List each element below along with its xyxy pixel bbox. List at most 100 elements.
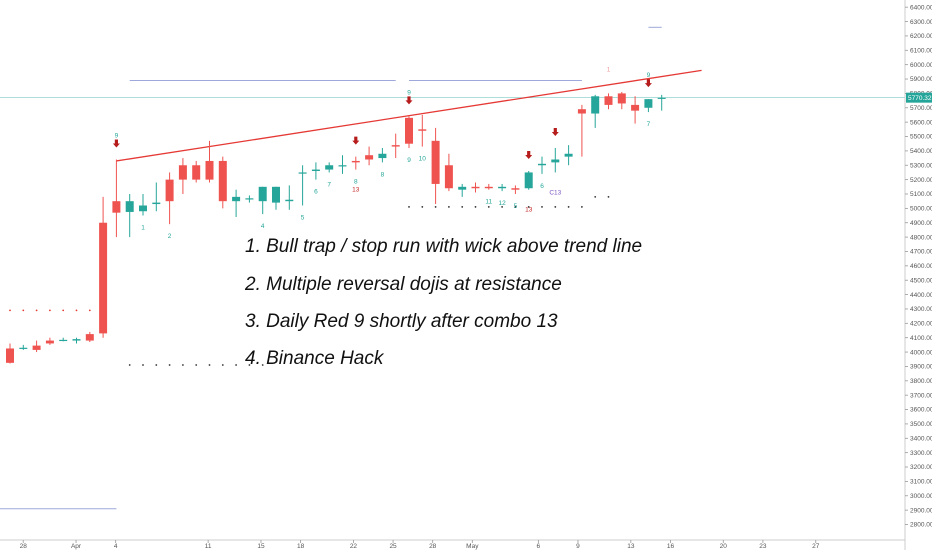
candle-body[interactable] (405, 117, 413, 144)
candle-body[interactable] (245, 198, 254, 200)
candle-body[interactable] (32, 345, 41, 350)
candle-body[interactable] (99, 222, 108, 334)
tdst-dot (501, 206, 503, 208)
tdst-dot (182, 364, 184, 366)
time-axis[interactable]: 28 Apr 4 11 15 18 22 25 28 May 6 9 13 16 20 23 27 (0, 539, 905, 550)
candle-body[interactable] (431, 140, 440, 184)
price-tick-label: 4000.00 (910, 349, 932, 356)
candle-body[interactable] (498, 186, 507, 189)
last-price-label: 5770.32 (908, 95, 932, 102)
candle-body[interactable] (458, 186, 467, 190)
time-tick-label: Apr (71, 543, 82, 550)
candle-body[interactable] (604, 96, 613, 105)
candle-body[interactable] (139, 205, 147, 212)
tdst-dot (421, 206, 424, 208)
candle-body[interactable] (538, 163, 546, 166)
td-count-below: 5 (514, 203, 518, 210)
candle-body[interactable] (391, 145, 400, 147)
candle-body[interactable] (631, 104, 640, 111)
sell-arrow-icon (352, 136, 360, 145)
candle-body[interactable] (418, 129, 427, 131)
candle-body[interactable] (564, 153, 573, 157)
tdst-dot (35, 309, 38, 312)
tdst-dot (434, 206, 437, 208)
candle-body[interactable] (365, 155, 374, 160)
candle-body[interactable] (524, 172, 533, 189)
tdst-dot (75, 309, 78, 312)
candle-body[interactable] (311, 169, 320, 172)
price-tick-label: 3900.00 (910, 364, 932, 371)
td-count-below: 7 (327, 181, 331, 188)
price-tick-label: 3700.00 (910, 392, 932, 399)
tdst-dot (49, 309, 51, 312)
candle-body[interactable] (285, 199, 294, 202)
td-count-below: 8 (354, 179, 358, 186)
candle-body[interactable] (484, 186, 493, 189)
candle-body[interactable] (85, 334, 94, 341)
td-count-above: 9 (647, 72, 651, 79)
price-tick-label: 3000.00 (910, 493, 932, 500)
tdst-dot (461, 206, 464, 208)
td-count-above: 9 (407, 89, 411, 96)
candle-body[interactable] (272, 186, 280, 203)
tdst-dot (208, 364, 211, 366)
tdst-dot (195, 364, 198, 366)
candle-body[interactable] (657, 97, 666, 99)
candle-body[interactable] (112, 201, 121, 213)
candle-body[interactable] (218, 160, 227, 202)
time-tick-label: May (466, 543, 479, 550)
tdst-dot (235, 364, 238, 366)
tdst-dot (128, 364, 131, 366)
candle-body[interactable] (551, 159, 560, 163)
tdst-dot (448, 206, 450, 208)
candle-body[interactable] (6, 348, 14, 363)
candle-body[interactable] (351, 160, 360, 163)
tdst-dot (567, 206, 570, 208)
candle-body[interactable] (617, 93, 626, 104)
candle-body[interactable] (125, 201, 134, 212)
candle-body[interactable] (178, 165, 187, 180)
candle-body[interactable] (72, 339, 81, 341)
candle-body[interactable] (205, 160, 214, 180)
candle-body[interactable] (258, 186, 267, 202)
time-tick-label: 28 (20, 543, 28, 550)
td-count-below: 4 (261, 223, 265, 230)
candle-body[interactable] (19, 347, 28, 349)
candle-body[interactable] (325, 165, 334, 170)
tdst-dot (527, 206, 530, 208)
candle-body[interactable] (45, 340, 54, 344)
candle-body[interactable] (165, 179, 174, 202)
sell-arrow-icon (405, 96, 413, 105)
candle-body[interactable] (644, 99, 653, 108)
td-combo-13: 13 (525, 207, 533, 214)
td-count-above: 9 (115, 133, 119, 140)
time-tick-label: 25 (389, 543, 397, 550)
candlestick-series[interactable] (6, 91, 666, 364)
sell-arrow-icon (644, 79, 652, 88)
td-combo-13: 13 (352, 187, 360, 194)
tdst-dot (88, 309, 91, 312)
price-axis[interactable]: 2800.00 2900.00 3000.00 3100.00 3200.00 3300.… (904, 0, 932, 550)
candle-body[interactable] (152, 202, 161, 205)
annotation-1: 1. Bull trap / stop run with wick above … (245, 236, 642, 257)
tdst-dot (474, 206, 477, 208)
candle-body[interactable] (298, 172, 307, 174)
candle-body[interactable] (577, 109, 586, 114)
tdst-dot (168, 364, 171, 366)
candle-body[interactable] (338, 165, 347, 167)
candle-body[interactable] (232, 196, 241, 202)
candle-body[interactable] (471, 186, 480, 189)
candle-body[interactable] (444, 165, 453, 189)
candle-body[interactable] (59, 339, 68, 342)
price-tick-label: 5000.00 (910, 206, 932, 213)
candle-body[interactable] (511, 188, 520, 190)
price-tick-label: 3400.00 (910, 435, 932, 442)
candle-body[interactable] (591, 96, 600, 114)
price-tick-label: 5300.00 (910, 162, 932, 169)
price-tick-label: 4800.00 (910, 234, 932, 241)
price-tick-label: 4700.00 (910, 249, 932, 256)
annotation-3: 3. Daily Red 9 shortly after combo 13 (245, 311, 558, 332)
candle-body[interactable] (378, 153, 387, 159)
candle-body[interactable] (192, 165, 201, 180)
